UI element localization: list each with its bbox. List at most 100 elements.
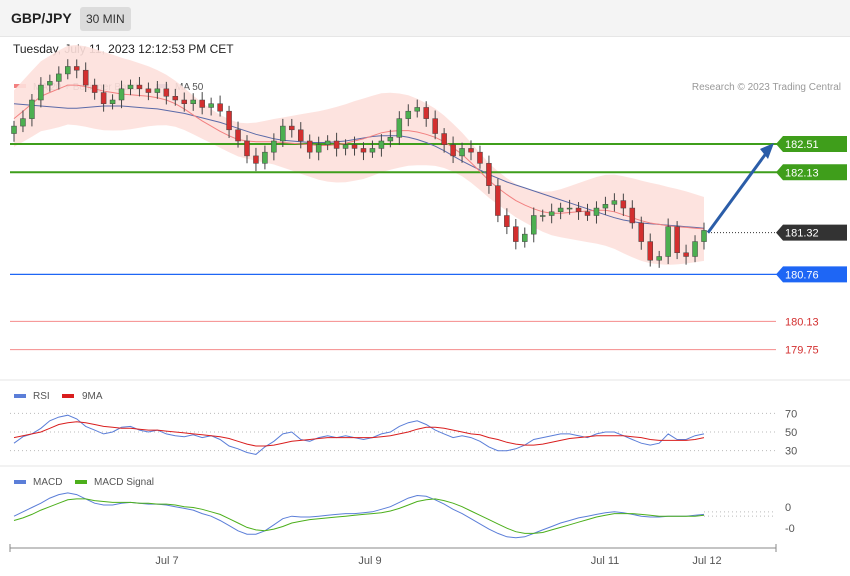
macd-tick-label: -0	[785, 523, 795, 535]
candle-body	[65, 66, 71, 75]
candle-body	[360, 148, 367, 153]
candle-body	[298, 129, 304, 142]
candle-body	[701, 230, 707, 242]
legend-swatch-rsi	[14, 394, 26, 398]
candle-body	[530, 215, 537, 235]
candle-body	[262, 151, 268, 164]
candle-body	[47, 81, 53, 86]
candle-body	[29, 99, 35, 119]
candle-body	[136, 84, 143, 90]
rsi-ma-line	[13, 421, 705, 447]
legend-macd-signal-label: MACD Signal	[94, 477, 154, 488]
price-tag-label: 181.32	[785, 228, 819, 240]
candle-body	[423, 107, 429, 119]
candle-body	[315, 144, 322, 153]
candle-body	[56, 73, 62, 82]
candle-body	[656, 256, 662, 261]
candle-body	[73, 66, 80, 71]
price-tag-label: 182.13	[785, 167, 819, 179]
candle-body	[333, 140, 340, 149]
candle-body	[217, 103, 223, 112]
candle-body	[396, 118, 403, 138]
price-tag	[776, 135, 847, 152]
candle-body	[459, 148, 465, 157]
candle-body	[100, 92, 107, 104]
candle-body	[441, 133, 447, 145]
candle-body	[244, 140, 250, 157]
candle-body	[513, 226, 519, 242]
candle-body	[405, 110, 412, 119]
candle-body	[127, 84, 134, 90]
candle-body	[91, 84, 98, 93]
ma20-line	[13, 84, 705, 230]
candle-body	[611, 200, 618, 205]
candle-body	[638, 222, 645, 242]
legend-macd-label: MACD	[33, 477, 62, 488]
legend-rsi-label: RSI	[33, 391, 50, 402]
candle-body	[486, 163, 492, 186]
candle-body	[163, 88, 170, 97]
ma50-line	[13, 103, 705, 229]
price-tag	[776, 224, 847, 241]
candle-body	[190, 99, 196, 104]
candle-body	[11, 125, 17, 134]
candle-body	[235, 129, 241, 142]
x-tick-label: Jul 7	[155, 555, 178, 567]
candle-body	[522, 233, 528, 242]
candle-body	[109, 99, 116, 104]
instrument-title: GBP/JPY	[11, 10, 72, 26]
rsi-line	[13, 414, 705, 455]
candle-body	[387, 137, 394, 142]
candle-body	[450, 144, 456, 157]
candle-body	[468, 148, 474, 153]
candle-body	[674, 226, 680, 254]
candle-body	[351, 144, 358, 149]
credit-text: Research © 2023 Trading Central	[692, 82, 841, 93]
candle-body	[20, 118, 26, 127]
top-bar: GBP/JPY 30 MIN	[0, 0, 850, 37]
candle-body	[647, 241, 653, 261]
price-level-label: 179.75	[785, 345, 819, 357]
candle-body	[226, 110, 232, 131]
legend-swatch-macd-signal	[75, 480, 87, 484]
candle-body	[557, 207, 564, 213]
candle-body	[378, 140, 385, 149]
price-level-label: 180.13	[785, 316, 819, 328]
candle-body	[495, 185, 501, 216]
candle-body	[620, 200, 627, 209]
candle-body	[199, 99, 205, 108]
x-tick-label: Jul 11	[591, 555, 620, 567]
macd-signal-line	[13, 498, 705, 534]
candle-body	[271, 140, 277, 153]
candle-body	[38, 84, 44, 101]
macd-tick-label: 0	[785, 502, 791, 514]
candle-body	[369, 148, 376, 153]
candle-body	[306, 140, 313, 153]
candle-body	[504, 215, 510, 227]
candle-body	[324, 140, 331, 145]
price-tag	[776, 266, 847, 283]
candle-body	[154, 88, 161, 93]
candle-body	[432, 118, 438, 134]
forecast-arrowhead	[760, 142, 774, 159]
candle-body	[477, 151, 483, 164]
candle-body	[602, 204, 609, 209]
candle-body	[414, 107, 420, 112]
legend-ma50-label: MA 50	[175, 82, 204, 93]
rsi-tick-label: 30	[785, 446, 797, 458]
candle-body	[342, 144, 349, 149]
candle-body	[665, 226, 671, 257]
candle-body	[289, 125, 295, 131]
x-tick-label: Jul 9	[358, 555, 381, 567]
candle-body	[548, 211, 555, 216]
candle-body	[172, 96, 179, 101]
legend-swatch-rsi-ma	[62, 394, 74, 398]
legend-swatch-macd	[14, 480, 26, 484]
price-tag	[776, 164, 847, 181]
candle-body	[208, 103, 214, 108]
forecast-arrow	[706, 147, 772, 234]
timeframe-button[interactable]: 30 MIN	[80, 7, 131, 31]
x-tick-label: Jul 12	[692, 555, 721, 567]
candle-body	[118, 88, 125, 101]
candle-body	[145, 88, 152, 93]
